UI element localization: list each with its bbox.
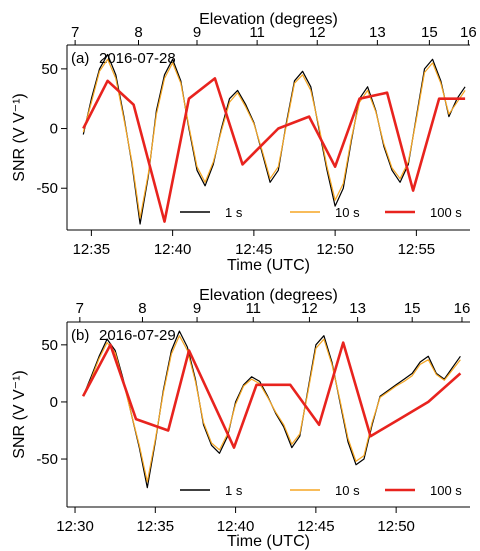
y-axis-title: SNR (V V⁻¹) [11, 370, 28, 458]
top-tick-label: 9 [193, 300, 201, 317]
y-tick-label: 0 [50, 394, 58, 411]
x-tick-label: 12:50 [377, 518, 415, 535]
top-tick-label: 15 [404, 300, 421, 317]
top-tick-label: 8 [138, 300, 146, 317]
top-tick-label: 8 [134, 24, 142, 41]
series-line-10s [82, 335, 461, 483]
y-tick-label: 0 [50, 121, 58, 138]
top-tick-label: 11 [249, 24, 265, 41]
legend-label: 10 s [335, 205, 360, 220]
panel-date: 2016-07-28 [99, 50, 176, 67]
x-tick-label: 12:55 [398, 241, 436, 258]
top-tick-label: 15 [421, 24, 438, 41]
series-line-1s [82, 330, 461, 489]
x-tick-label: 12:40 [154, 241, 192, 258]
y-tick-label: -50 [36, 180, 58, 197]
top-axis-title: Elevation (degrees) [199, 287, 338, 304]
chart-panel-b: 7 8 9 11 12 13 15 16 Elevation (degrees) 12:30 12:… [11, 287, 470, 550]
series-line-100s [82, 77, 466, 223]
y-tick-label: 50 [41, 337, 58, 354]
x-tick-label: 12:30 [56, 518, 94, 535]
x-tick-label: 12:45 [235, 241, 273, 258]
legend-label: 100 s [430, 483, 462, 498]
top-tick-label: 12 [301, 300, 318, 317]
y-tick-label: -50 [36, 451, 58, 468]
x-tick-label: 12:35 [137, 518, 175, 535]
legend-label: 100 s [430, 205, 462, 220]
top-tick-label: 16 [460, 24, 477, 41]
x-tick-label: 12:40 [217, 518, 255, 535]
series-line-10s [82, 58, 466, 219]
top-tick-label: 16 [454, 300, 471, 317]
x-tick-label: 12:50 [316, 241, 354, 258]
legend-label: 1 s [225, 205, 243, 220]
x-axis-title: Time (UTC) [227, 257, 310, 274]
top-tick-label: 13 [369, 24, 386, 41]
top-tick-label: 7 [76, 300, 84, 317]
legend-label: 10 s [335, 483, 360, 498]
top-tick-label: 9 [193, 24, 201, 41]
series-line-1s [82, 53, 466, 225]
legend-label: 1 s [225, 483, 243, 498]
panel-label: (a) [71, 50, 89, 67]
panel-date: 2016-07-29 [99, 327, 176, 344]
x-tick-label: 12:45 [297, 518, 335, 535]
x-axis-title: Time (UTC) [227, 533, 310, 550]
top-tick-label: 11 [245, 300, 261, 317]
top-tick-label: 13 [349, 300, 366, 317]
series-line-100s [81, 341, 462, 449]
panel-label: (b) [71, 327, 89, 344]
y-tick-label: 50 [41, 61, 58, 78]
top-tick-label: 7 [71, 24, 79, 41]
top-axis-title: Elevation (degrees) [199, 11, 338, 28]
y-axis-title: SNR (V V⁻¹) [11, 93, 28, 181]
x-tick-label: 12:35 [73, 241, 111, 258]
chart-panel-a: 7 8 9 11 12 13 15 16 Elevation (degrees) 12:35 12:… [11, 11, 477, 274]
top-tick-label: 12 [309, 24, 326, 41]
